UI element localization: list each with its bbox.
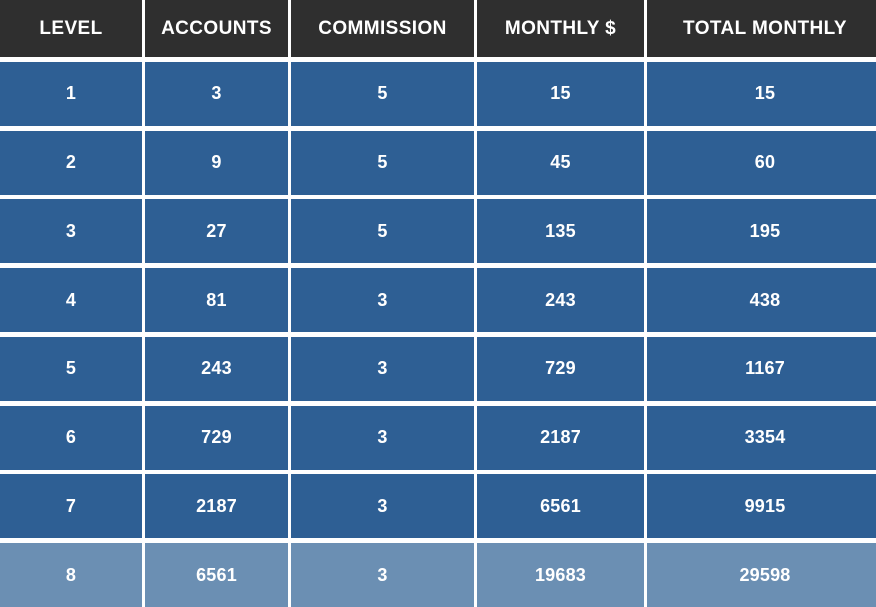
cell-total-monthly: 9915 [647, 474, 876, 539]
header-accounts: ACCOUNTS [145, 0, 288, 57]
cell-commission: 3 [291, 474, 474, 539]
cell-level: 4 [0, 268, 142, 332]
cell-total-monthly: 1167 [647, 336, 876, 401]
cell-level: 6 [0, 405, 142, 470]
cell-accounts: 27 [145, 199, 288, 264]
cell-commission: 3 [291, 405, 474, 470]
cell-monthly: 15 [477, 61, 644, 126]
cell-level: 8 [0, 543, 142, 607]
cell-monthly: 135 [477, 199, 644, 264]
cell-accounts: 3 [145, 61, 288, 126]
cell-commission: 3 [291, 336, 474, 401]
cell-monthly: 729 [477, 336, 644, 401]
header-total-monthly: TOTAL MONTHLY [647, 0, 876, 57]
cell-commission: 5 [291, 199, 474, 264]
cell-level: 1 [0, 61, 142, 126]
cell-monthly: 2187 [477, 405, 644, 470]
cell-total-monthly: 195 [647, 199, 876, 264]
cell-commission: 3 [291, 543, 474, 607]
cell-level: 5 [0, 336, 142, 401]
cell-accounts: 729 [145, 405, 288, 470]
cell-commission: 3 [291, 268, 474, 332]
cell-level: 3 [0, 199, 142, 264]
cell-total-monthly: 15 [647, 61, 876, 126]
cell-accounts: 9 [145, 130, 288, 195]
cell-total-monthly: 60 [647, 130, 876, 195]
cell-total-monthly: 3354 [647, 405, 876, 470]
cell-total-monthly: 438 [647, 268, 876, 332]
cell-monthly: 19683 [477, 543, 644, 607]
header-monthly: MONTHLY $ [477, 0, 644, 57]
cell-accounts: 81 [145, 268, 288, 332]
header-level: LEVEL [0, 0, 142, 57]
cell-level: 7 [0, 474, 142, 539]
cell-accounts: 2187 [145, 474, 288, 539]
cell-monthly: 45 [477, 130, 644, 195]
cell-accounts: 6561 [145, 543, 288, 607]
cell-monthly: 6561 [477, 474, 644, 539]
cell-accounts: 243 [145, 336, 288, 401]
cell-commission: 5 [291, 130, 474, 195]
header-commission: COMMISSION [291, 0, 474, 57]
cell-level: 2 [0, 130, 142, 195]
cell-monthly: 243 [477, 268, 644, 332]
cell-total-monthly: 29598 [647, 543, 876, 607]
cell-commission: 5 [291, 61, 474, 126]
